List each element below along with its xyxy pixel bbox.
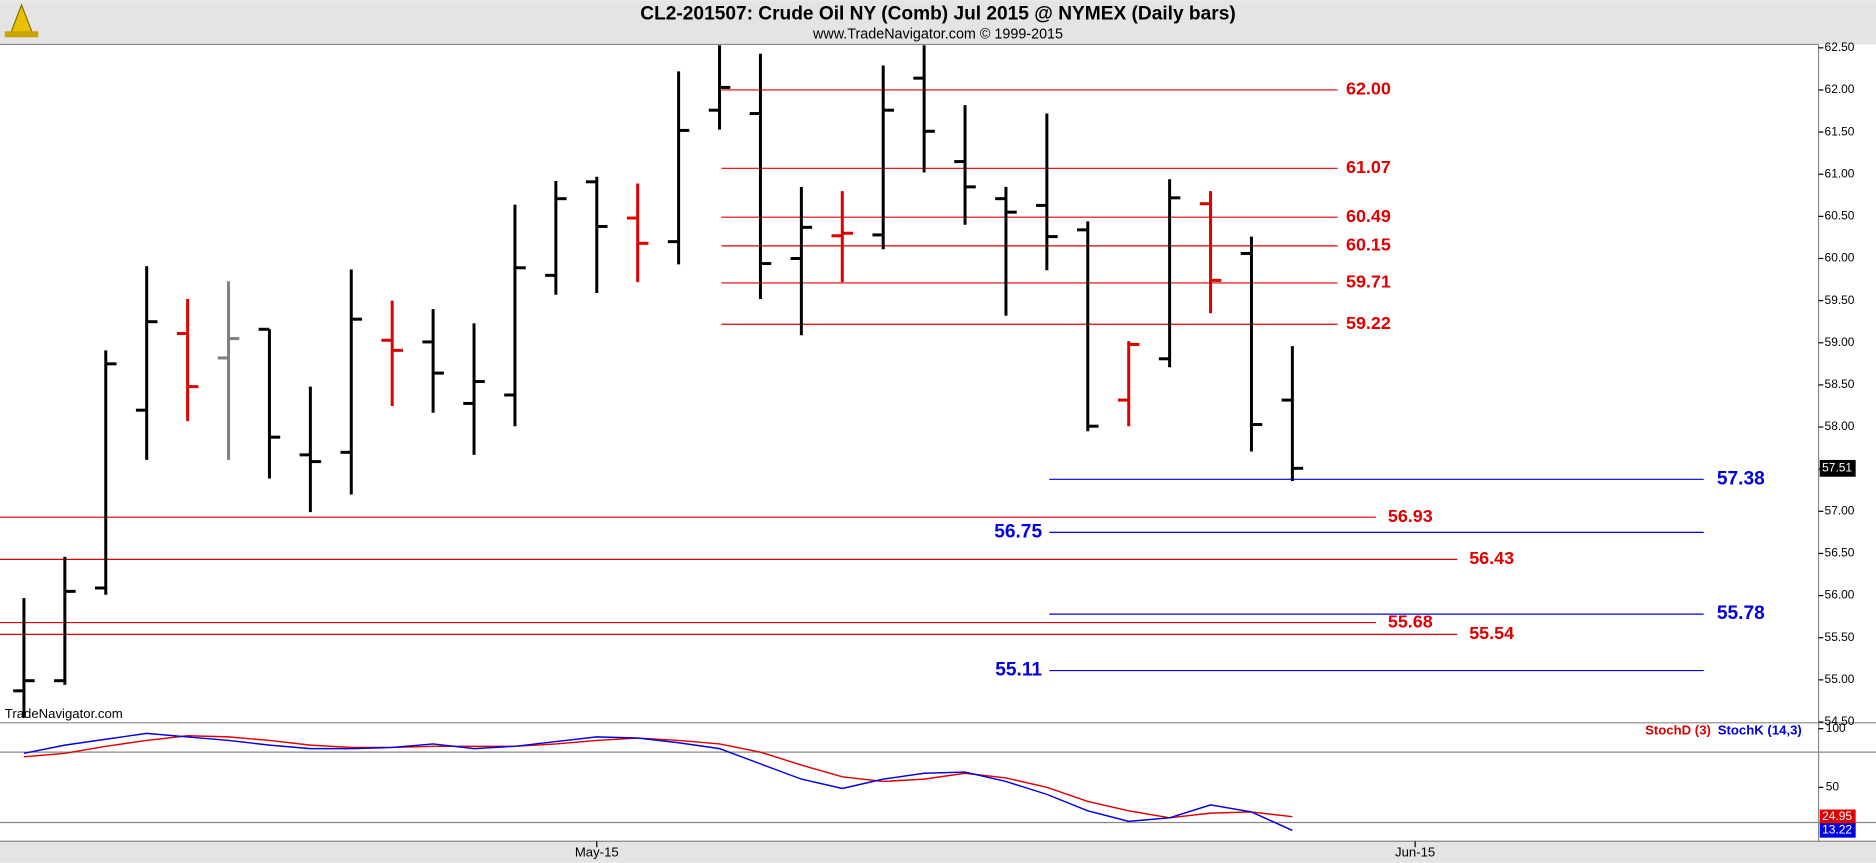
x-tick-label: May-15 — [575, 845, 619, 860]
last-value-label: 24.95 — [1822, 809, 1852, 823]
x-tick-label: Jun-15 — [1395, 845, 1435, 860]
level-label: 57.38 — [1717, 468, 1765, 489]
last-value-tag — [1819, 823, 1856, 838]
level-label: 61.07 — [1346, 157, 1391, 177]
y-tick-label: 56.00 — [1825, 588, 1855, 602]
level-label: 59.71 — [1346, 272, 1391, 292]
last-value-tag — [1819, 809, 1856, 824]
legend-entry: StochD (3) — [1645, 723, 1711, 738]
level-label: 62.00 — [1346, 79, 1391, 99]
y-tick-label: 100 — [1826, 721, 1846, 735]
y-tick-label: 50 — [1826, 779, 1840, 793]
header-band — [0, 0, 1876, 45]
y-tick-label: 60.00 — [1825, 251, 1855, 265]
x-axis-band — [0, 841, 1876, 863]
level-label: 60.49 — [1346, 206, 1391, 226]
watermark: TradeNavigator.com — [5, 706, 123, 721]
level-label: 55.78 — [1717, 603, 1765, 624]
y-tick-label: 55.00 — [1825, 672, 1855, 686]
level-label: 60.15 — [1346, 235, 1391, 255]
level-label: 56.43 — [1469, 548, 1514, 568]
last-value-label: 13.22 — [1822, 823, 1852, 837]
chart-title: CL2-201507: Crude Oil NY (Comb) Jul 2015… — [640, 4, 1235, 25]
level-label: 59.22 — [1346, 313, 1391, 333]
y-tick-label: 58.50 — [1825, 377, 1855, 391]
y-tick-label: 54.50 — [1825, 714, 1855, 728]
chart-subtitle: www.TradeNavigator.com © 1999-2015 — [812, 27, 1063, 43]
level-label: 56.75 — [994, 521, 1042, 542]
y-tick-label: 58.00 — [1825, 419, 1855, 433]
y-tick-label: 60.50 — [1825, 209, 1855, 223]
last-price-tag — [1819, 459, 1856, 477]
last-price-label: 57.51 — [1822, 460, 1852, 474]
level-label: 55.68 — [1388, 611, 1433, 631]
y-tick-label: 61.00 — [1825, 166, 1855, 180]
y-tick-label: 61.50 — [1825, 124, 1855, 138]
y-tick-label: 55.50 — [1825, 630, 1855, 644]
level-label: 55.54 — [1469, 623, 1514, 643]
logo — [4, 3, 39, 38]
y-tick-label: 62.00 — [1825, 82, 1855, 96]
level-label: 56.93 — [1388, 506, 1433, 526]
y-tick-label: 59.00 — [1825, 335, 1855, 349]
legend-entry: StochK (14,3) — [1718, 723, 1802, 738]
stoch-line — [23, 732, 1293, 832]
y-tick-label: 57.00 — [1825, 503, 1855, 517]
y-tick-label: 59.50 — [1825, 293, 1855, 307]
stoch-line — [23, 735, 1293, 819]
y-tick-label: 62.50 — [1825, 40, 1855, 54]
y-tick-label: 56.50 — [1825, 546, 1855, 560]
level-label: 55.11 — [995, 660, 1042, 681]
